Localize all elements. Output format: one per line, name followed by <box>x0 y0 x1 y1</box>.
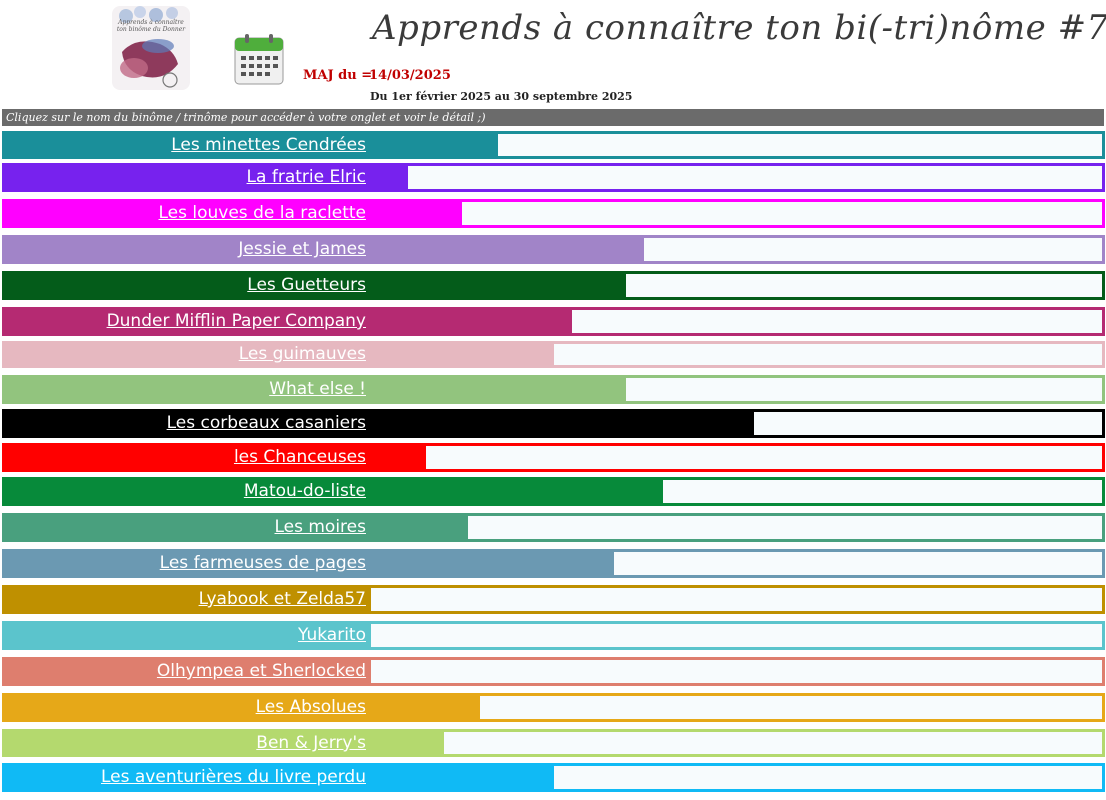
progress-track <box>368 341 1105 368</box>
progress-track <box>368 549 1105 578</box>
team-row: Jessie et James <box>2 235 1105 264</box>
team-row: Matou-do-liste <box>2 477 1105 506</box>
progress-track <box>368 657 1105 686</box>
progress-fill <box>371 480 663 503</box>
progress-track <box>368 307 1105 336</box>
progress-fill <box>371 310 573 333</box>
team-row: Les guimauves <box>2 341 1105 368</box>
team-row: Les Guetteurs <box>2 271 1105 300</box>
team-row: les Chanceuses <box>2 443 1105 472</box>
progress-track <box>368 585 1105 614</box>
progress-fill <box>371 202 463 225</box>
progress-fill <box>371 446 426 469</box>
team-row: La fratrie Elric <box>2 163 1105 192</box>
team-row: Les aventurières du livre perdu <box>2 763 1105 792</box>
progress-fill <box>371 766 554 789</box>
page-title: Apprends à connaître ton bi(-tri)nôme #7 <box>372 8 1106 48</box>
progress-fill <box>371 238 645 261</box>
team-link[interactable]: La fratrie Elric <box>2 163 368 192</box>
team-row: Les Absolues <box>2 693 1105 722</box>
progress-track <box>368 621 1105 650</box>
team-link[interactable]: Les aventurières du livre perdu <box>2 763 368 792</box>
team-row: Les minettes Cendrées <box>2 131 1105 159</box>
team-link[interactable]: Les guimauves <box>2 341 368 368</box>
team-link[interactable]: Olhympea et Sherlocked <box>2 657 368 686</box>
team-link[interactable]: Les louves de la raclette <box>2 199 368 228</box>
team-row: What else ! <box>2 375 1105 404</box>
team-link[interactable]: Les minettes Cendrées <box>2 131 368 159</box>
team-row: Les farmeuses de pages <box>2 549 1105 578</box>
progress-track <box>368 163 1105 192</box>
team-link[interactable]: Les moires <box>2 513 368 542</box>
team-link[interactable]: Les corbeaux casaniers <box>2 409 368 438</box>
team-link[interactable]: Les Guetteurs <box>2 271 368 300</box>
team-row: Les louves de la raclette <box>2 199 1105 228</box>
progress-fill <box>371 166 408 189</box>
progress-track <box>368 199 1105 228</box>
progress-fill <box>371 552 615 575</box>
team-link[interactable]: les Chanceuses <box>2 443 368 472</box>
team-row: Lyabook et Zelda57 <box>2 585 1105 614</box>
team-link[interactable]: Yukarito <box>2 621 368 650</box>
progress-fill <box>371 378 627 401</box>
progress-track <box>368 375 1105 404</box>
progress-track <box>368 131 1105 159</box>
progress-track <box>368 271 1105 300</box>
team-link[interactable]: Ben & Jerry's <box>2 729 368 757</box>
challenge-logo: Apprends à connaître ton binôme du Donne… <box>112 6 190 90</box>
period-text: Du 1er février 2025 au 30 septembre 2025 <box>370 90 633 103</box>
progress-fill <box>371 516 469 539</box>
team-link[interactable]: What else ! <box>2 375 368 404</box>
team-row: Dunder Mifflin Paper Company <box>2 307 1105 336</box>
team-link[interactable]: Matou-do-liste <box>2 477 368 506</box>
team-link[interactable]: Lyabook et Zelda57 <box>2 585 368 614</box>
logo-text: Apprends à connaître ton binôme du Donne… <box>116 19 186 33</box>
team-row: Les moires <box>2 513 1105 542</box>
update-label: MAJ du = <box>303 68 373 83</box>
progress-track <box>368 729 1105 757</box>
calendar-icon <box>233 32 285 86</box>
team-row: Olhympea et Sherlocked <box>2 657 1105 686</box>
progress-track <box>368 693 1105 722</box>
update-date: 14/03/2025 <box>369 68 451 83</box>
progress-fill <box>371 344 554 365</box>
progress-track <box>368 477 1105 506</box>
team-link[interactable]: Les Absolues <box>2 693 368 722</box>
team-row: Yukarito <box>2 621 1105 650</box>
progress-fill <box>371 274 627 297</box>
team-link[interactable]: Les farmeuses de pages <box>2 549 368 578</box>
progress-fill <box>371 134 499 156</box>
team-row: Les corbeaux casaniers <box>2 409 1105 438</box>
progress-track <box>368 409 1105 438</box>
team-link[interactable]: Dunder Mifflin Paper Company <box>2 307 368 336</box>
progress-track <box>368 763 1105 792</box>
progress-fill <box>371 412 755 435</box>
team-row: Ben & Jerry's <box>2 729 1105 757</box>
team-link[interactable]: Jessie et James <box>2 235 368 264</box>
progress-track <box>368 513 1105 542</box>
progress-fill <box>371 732 445 754</box>
progress-fill <box>371 696 480 719</box>
progress-track <box>368 235 1105 264</box>
header: Apprends à connaître ton binôme du Donne… <box>0 0 1106 108</box>
progress-track <box>368 443 1105 472</box>
instruction-banner: Cliquez sur le nom du binôme / trinôme p… <box>2 109 1104 126</box>
